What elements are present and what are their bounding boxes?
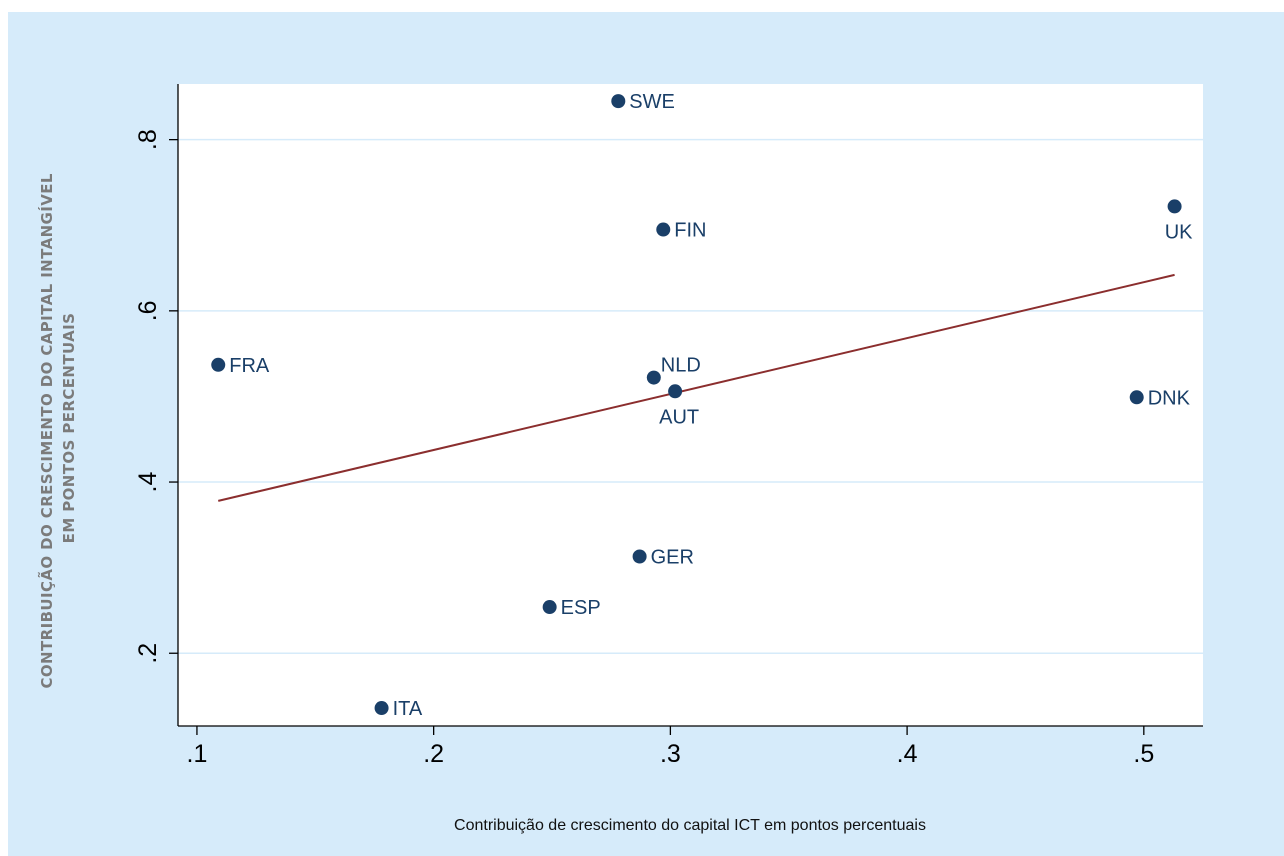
point-aut — [668, 384, 683, 399]
point-fra — [211, 357, 226, 372]
y-axis-title-line-2: EM PONTOS PERCENTUAIS — [60, 313, 78, 544]
point-uk — [1167, 199, 1182, 214]
scatter-chart: .2 .4 .6 .8 .1 .2 .3 .4 .5 SWE FIN UK FRA NLD AUT DNK G… — [37, 84, 1203, 834]
point-esp — [542, 600, 557, 615]
point-label-dnk: DNK — [1148, 387, 1191, 409]
point-label-nld: NLD — [661, 355, 701, 377]
point-fin — [656, 222, 671, 237]
point-label-esp: ESP — [561, 597, 601, 619]
point-label-uk: UK — [1165, 221, 1193, 243]
plot-area — [178, 84, 1203, 726]
y-tick-label: .8 — [134, 129, 162, 150]
x-axis-title: Contribuição de crescimento do capital I… — [454, 817, 926, 834]
data-points: SWE FIN UK FRA NLD AUT DNK GER ESP ITA — [211, 91, 1193, 720]
fit-line-layer — [218, 273, 1175, 502]
x-tick-label: .4 — [897, 740, 918, 768]
point-ger — [632, 549, 647, 564]
x-tick-label: .1 — [187, 740, 208, 768]
x-tick-label: .5 — [1133, 740, 1154, 768]
y-tick-label: .6 — [134, 300, 162, 321]
y-tick-label: .4 — [134, 472, 162, 493]
point-label-aut: AUT — [659, 406, 699, 428]
y-tick-label: .2 — [134, 643, 162, 664]
point-label-fin: FIN — [674, 220, 706, 242]
point-label-ger: GER — [651, 547, 694, 569]
point-nld — [646, 370, 661, 385]
gridlines — [178, 138, 1203, 654]
x-tick-label: .3 — [660, 740, 681, 768]
axes: .2 .4 .6 .8 .1 .2 .3 .4 .5 — [134, 84, 1203, 768]
point-label-fra: FRA — [229, 355, 270, 377]
chart-panel: .2 .4 .6 .8 .1 .2 .3 .4 .5 SWE FIN UK FRA NLD AUT DNK G… — [8, 12, 1284, 856]
point-ita — [374, 701, 389, 716]
point-label-swe: SWE — [629, 91, 675, 113]
x-tick-label: .2 — [423, 740, 444, 768]
point-swe — [611, 94, 626, 109]
y-axis-title: CONTRIBUIÇÃO DO CRESCIMENTO DO CAPITAL I… — [37, 168, 78, 689]
fit-line — [218, 273, 1175, 502]
point-dnk — [1129, 390, 1144, 405]
point-label-ita: ITA — [393, 698, 423, 720]
y-axis-title-line-1: CONTRIBUIÇÃO DO CRESCIMENTO DO CAPITAL I… — [37, 173, 56, 688]
